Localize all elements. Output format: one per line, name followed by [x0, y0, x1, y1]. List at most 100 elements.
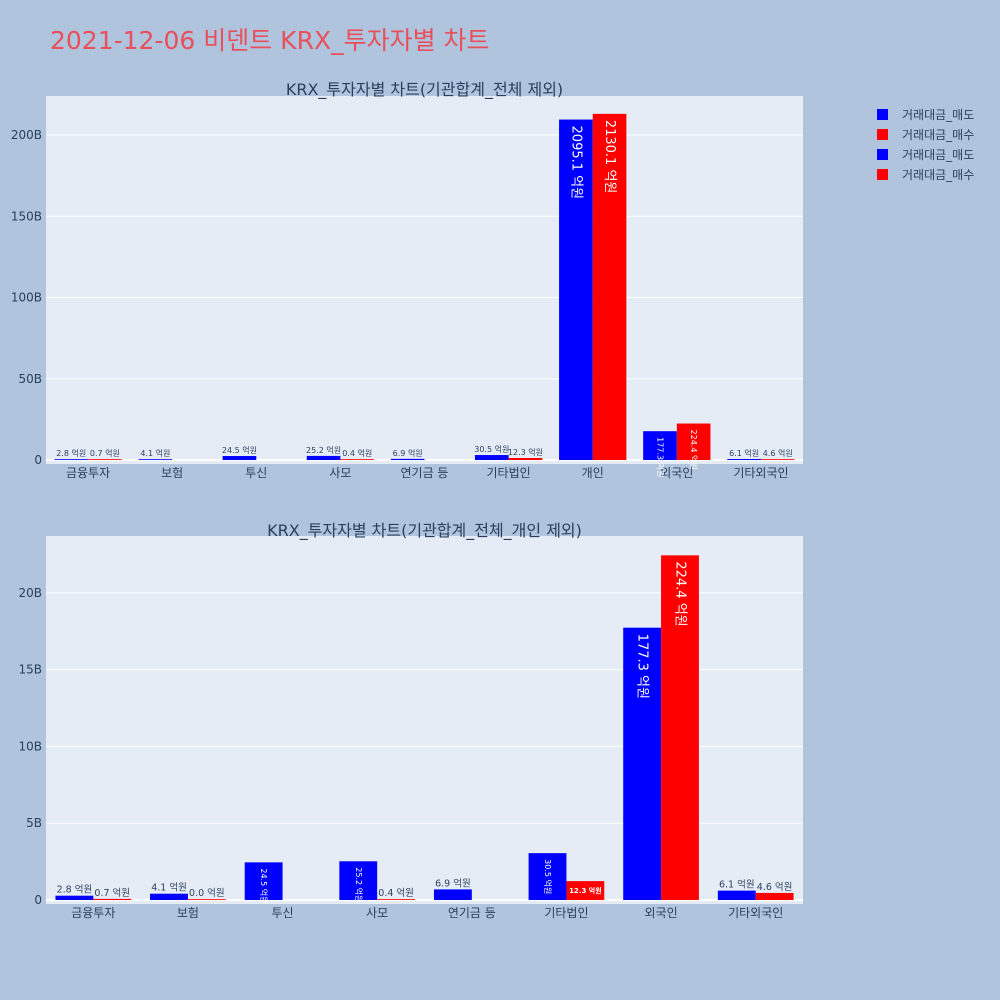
x-tick-label: 외국인 — [645, 906, 678, 920]
legend-swatch — [877, 109, 888, 120]
data-label: 4.6 억원 — [757, 881, 793, 893]
data-label: 0.7 억원 — [94, 887, 130, 899]
x-tick-label: 연기금 등 — [401, 466, 449, 480]
bar — [433, 889, 472, 900]
data-label: 2095.1 억원 — [568, 126, 583, 200]
y-tick-label: 10B — [18, 739, 42, 753]
x-tick-label: 금융투자 — [71, 906, 115, 920]
bar — [676, 423, 711, 460]
y-tick-label: 200B — [11, 128, 42, 142]
data-label: 177.3 억원 — [656, 437, 666, 477]
page-title: 2021-12-06 비덴트 KRX_투자자별 차트 — [50, 26, 490, 55]
chart-title: KRX_투자자별 차트(기관합계_전체 제외) — [286, 80, 563, 100]
legend-swatch — [877, 149, 888, 160]
data-label: 24.5 억원 — [259, 868, 269, 903]
bar — [592, 113, 627, 460]
bar — [390, 458, 425, 460]
x-tick-label: 기타외국인 — [733, 466, 788, 480]
bar — [244, 862, 283, 900]
y-tick-label: 20B — [18, 586, 42, 600]
x-tick-label: 투신 — [245, 466, 267, 480]
data-label: 177.3 억원 — [635, 634, 650, 699]
bar — [755, 892, 794, 900]
bar — [54, 459, 89, 460]
bar — [93, 898, 132, 900]
x-tick-label: 기타외국인 — [728, 906, 783, 920]
data-label: 224.4 억원 — [672, 561, 687, 626]
bar — [187, 899, 226, 900]
x-tick-label: 개인 — [582, 466, 604, 480]
bar — [760, 459, 795, 460]
data-label: 25.2 억원 — [354, 867, 364, 902]
x-tick-label: 금융투자 — [66, 466, 110, 480]
y-tick-label: 15B — [18, 663, 42, 677]
chart-top: KRX_투자자별 차트(기관합계_전체 제외) 0 50B 100B 150B 200B… — [11, 80, 803, 480]
bar — [661, 555, 699, 900]
chart-title: KRX_투자자별 차트(기관합계_전체_개인 제외) — [267, 521, 582, 541]
legend-label: 거래대금_매도 — [902, 148, 974, 162]
x-tick-label: 기타법인 — [487, 466, 531, 480]
data-label: 0.4 억원 — [378, 887, 414, 899]
bar — [623, 627, 662, 900]
bar — [474, 455, 509, 460]
plot-area — [46, 96, 803, 464]
x-tick-label: 사모 — [366, 906, 388, 920]
data-label: 4.1 억원 — [151, 882, 187, 894]
x-tick-label: 사모 — [329, 466, 351, 480]
data-label: 30.5 억원 — [474, 444, 509, 454]
data-label: 0.0 억원 — [189, 887, 225, 899]
bar — [559, 119, 593, 460]
x-tick-label: 연기금 등 — [448, 906, 496, 920]
bar — [528, 853, 567, 900]
data-label: 0.7 억원 — [90, 448, 120, 458]
data-label: 24.5 억원 — [222, 445, 257, 455]
bar — [643, 431, 677, 460]
bar — [222, 456, 257, 460]
legend-label: 거래대금_매수 — [902, 168, 974, 182]
bar — [377, 899, 416, 900]
data-label: 2.8 억원 — [56, 448, 86, 458]
data-label: 2130.1 억원 — [602, 120, 617, 194]
data-label: 12.3 억원 — [569, 886, 602, 895]
data-label: 2.8 억원 — [57, 884, 93, 896]
y-tick-label: 100B — [11, 291, 42, 305]
y-tick-label: 0 — [34, 893, 42, 907]
data-label: 12.3 억원 — [508, 447, 543, 457]
bar — [88, 459, 122, 460]
data-label: 30.5 억원 — [543, 859, 553, 894]
x-tick-label: 외국인 — [660, 466, 693, 480]
data-label: 224.4 억원 — [689, 430, 699, 470]
x-tick-label: 기타법인 — [544, 906, 588, 920]
data-label: 0.4 억원 — [342, 448, 372, 458]
legend-swatch — [877, 169, 888, 180]
bar — [339, 861, 378, 900]
y-tick-label: 0 — [34, 453, 42, 467]
bar — [340, 459, 375, 460]
bar — [566, 881, 605, 900]
bar — [727, 459, 761, 460]
y-tick-label: 50B — [18, 372, 42, 386]
data-label: 6.9 억원 — [393, 448, 423, 458]
y-tick-label: 150B — [11, 209, 42, 223]
x-tick-label: 보험 — [161, 466, 183, 480]
data-label: 4.1 억원 — [140, 448, 170, 458]
chart-bottom: KRX_투자자별 차트(기관합계_전체_개인 제외) 0 5B 10B 15B 20B 금… — [18, 521, 803, 920]
data-label: 6.1 억원 — [729, 448, 759, 458]
bar — [150, 893, 188, 900]
data-label: 25.2 억원 — [306, 445, 341, 455]
bar — [55, 895, 94, 900]
x-tick-label: 투신 — [272, 906, 294, 920]
data-label: 4.6 억원 — [763, 448, 793, 458]
bar — [306, 455, 341, 460]
y-tick-label: 5B — [26, 816, 42, 830]
bar — [138, 459, 173, 460]
legend-swatch — [877, 129, 888, 140]
data-label: 6.1 억원 — [719, 879, 755, 891]
bar — [508, 458, 543, 460]
x-tick-label: 보험 — [177, 906, 199, 920]
legend-label: 거래대금_매수 — [902, 128, 974, 142]
bar — [717, 890, 756, 900]
legend-label: 거래대금_매도 — [902, 108, 974, 122]
